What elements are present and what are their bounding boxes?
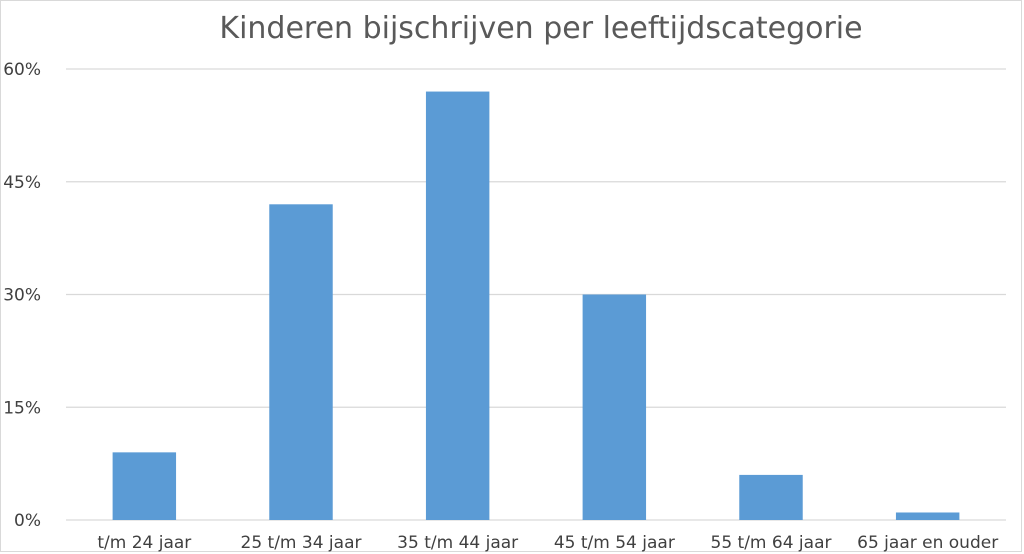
bar (739, 474, 803, 520)
y-tick-label: 30% (3, 286, 41, 306)
x-tick-label: 35 t/m 44 jaar (397, 533, 518, 553)
bar (895, 512, 960, 520)
bar (269, 204, 333, 521)
chart-title: Kinderen bijschrijven per leeftijdscateg… (219, 11, 862, 46)
bars (112, 91, 960, 521)
y-tick-label: 60% (3, 60, 41, 80)
gridlines (66, 68, 1006, 521)
x-tick-label: 45 t/m 54 jaar (554, 533, 675, 553)
y-tick-label: 45% (3, 173, 41, 193)
y-axis-ticks: 0% 15% 30% 45% 60% (3, 60, 41, 531)
bar (112, 452, 177, 520)
bar (425, 91, 490, 521)
x-tick-label: 65 jaar en ouder (857, 533, 998, 553)
bar (582, 294, 647, 520)
x-axis-labels: t/m 24 jaar 25 t/m 34 jaar 35 t/m 44 jaar 4… (97, 533, 998, 553)
x-tick-label: 25 t/m 34 jaar (241, 533, 362, 553)
y-tick-label: 0% (14, 511, 41, 531)
x-tick-label: t/m 24 jaar (97, 533, 191, 553)
x-tick-label: 55 t/m 64 jaar (711, 533, 832, 553)
y-tick-label: 15% (3, 398, 41, 418)
